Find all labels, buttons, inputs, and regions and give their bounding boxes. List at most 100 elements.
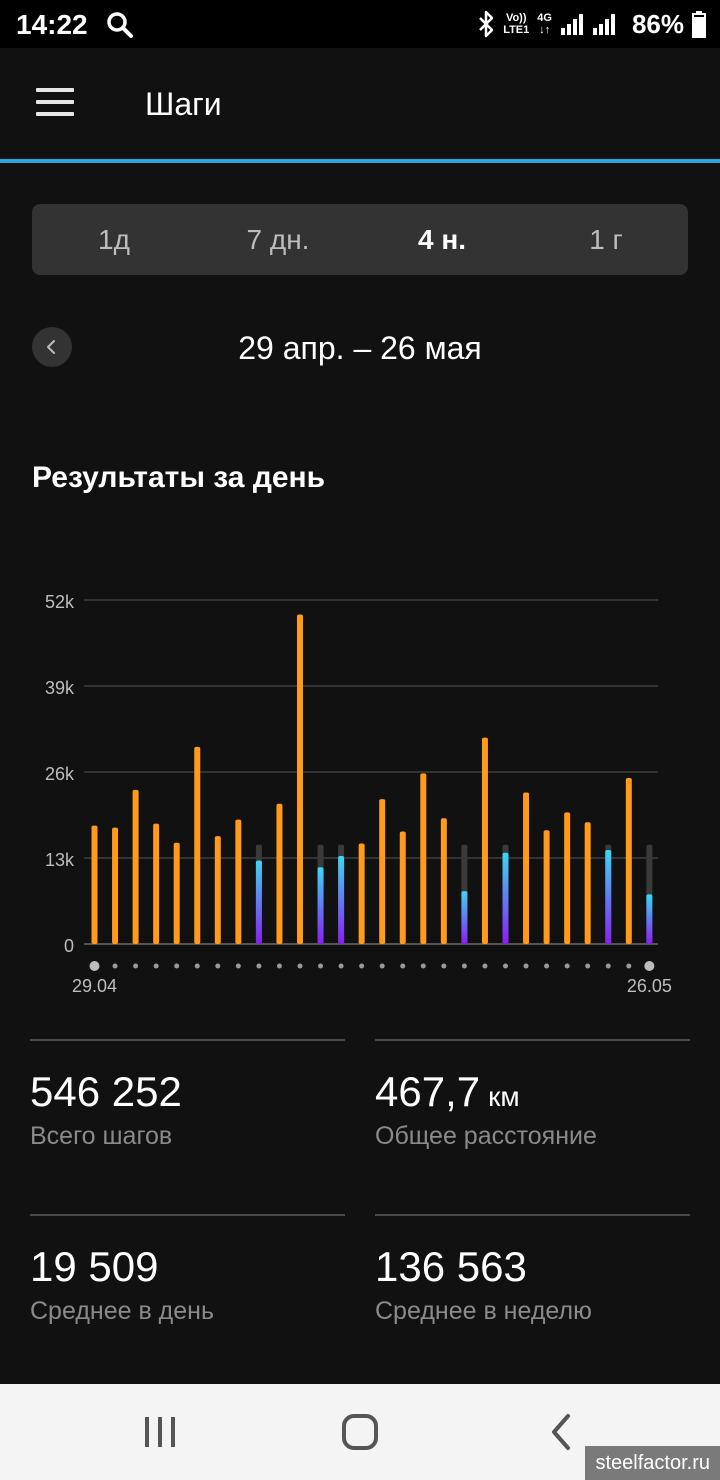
bar-goal-met xyxy=(543,830,550,944)
x-tick-dot xyxy=(482,963,488,969)
stat-label: Среднее в день xyxy=(30,1297,215,1325)
bar-goal-met xyxy=(399,831,406,944)
x-tick-dot xyxy=(112,963,118,969)
page-title: Шаги xyxy=(145,86,222,122)
date-range: 29 апр. – 26 мая xyxy=(238,330,482,366)
x-tick-dot xyxy=(503,963,508,969)
battery-icon xyxy=(692,11,706,38)
stat-value: 136 563 xyxy=(375,1243,527,1290)
y-tick-label: 52k xyxy=(45,592,75,612)
bar-below-goal xyxy=(646,894,653,944)
x-tick-dot xyxy=(420,963,426,969)
stat-value: 19 509 xyxy=(30,1243,159,1290)
stat-divider xyxy=(375,1039,690,1041)
x-tick-dot xyxy=(194,963,200,969)
stat-value: 467,7 км xyxy=(375,1068,520,1115)
x-end-label: 26.05 xyxy=(627,976,672,996)
watermark: steelfactor.ru xyxy=(585,1446,720,1480)
stat-total-distance: 467,7 км Общее расстояние xyxy=(375,1039,690,1151)
bar-goal-met xyxy=(153,823,160,944)
bar-below-goal xyxy=(605,850,612,944)
x-start-label: 29.04 xyxy=(72,976,117,996)
bar-goal-met xyxy=(214,836,221,944)
x-tick-dot xyxy=(153,963,159,969)
y-tick-label: 13k xyxy=(45,850,75,870)
x-tick-dot xyxy=(461,963,467,969)
bar-below-goal xyxy=(255,860,262,944)
app-bar: Шаги xyxy=(0,48,720,160)
stat-weekly-average: 136 563 Среднее в неделю xyxy=(375,1214,690,1326)
status-time: 14:22 xyxy=(16,9,88,40)
x-tick-dot xyxy=(441,963,447,969)
bar-goal-met xyxy=(173,842,180,944)
stat-label: Всего шагов xyxy=(30,1122,173,1150)
stat-divider xyxy=(30,1039,345,1041)
x-tick-dot xyxy=(626,963,632,969)
bar-goal-met xyxy=(91,825,98,944)
x-tick-dot xyxy=(585,963,591,969)
tab-1d[interactable]: 1д xyxy=(98,223,130,255)
tab-4w[interactable]: 4 н. xyxy=(417,223,467,255)
bar-goal-met xyxy=(523,792,530,944)
stat-total-steps: 546 252 Всего шагов xyxy=(30,1039,345,1151)
x-tick-dot xyxy=(215,963,221,969)
status-icons: Vo)) LTE1 4G ↓↑ 86% xyxy=(477,8,706,40)
hamburger-icon[interactable] xyxy=(36,88,76,118)
x-tick-dot xyxy=(644,961,655,971)
home-icon[interactable] xyxy=(340,1412,380,1452)
tab-1y[interactable]: 1 г xyxy=(589,223,623,255)
bar-below-goal xyxy=(461,891,468,944)
signal-icon xyxy=(592,14,615,35)
stat-divider xyxy=(375,1214,690,1216)
x-tick-dot xyxy=(400,963,406,969)
app-bar-accent-line xyxy=(0,159,720,163)
x-tick-dot xyxy=(89,961,100,971)
x-tick-dot xyxy=(318,963,324,969)
bar-goal-met xyxy=(112,827,119,944)
chart-title: Результаты за день xyxy=(32,461,326,494)
volte-indicator: Vo)) LTE1 xyxy=(503,12,530,36)
signal-icon xyxy=(560,14,583,35)
x-tick-dot xyxy=(133,963,139,969)
bar-goal-met xyxy=(235,819,242,944)
x-tick-dot xyxy=(276,963,282,969)
bar-goal-met xyxy=(584,822,591,944)
x-tick-dot xyxy=(297,963,303,969)
bar-below-goal xyxy=(338,856,345,944)
x-tick-dot xyxy=(235,963,241,969)
x-tick-dot xyxy=(605,963,611,969)
bar-goal-met xyxy=(625,777,632,944)
stat-unit: км xyxy=(488,1081,520,1112)
x-tick-dot xyxy=(174,963,180,969)
chevron-left-icon xyxy=(47,340,55,354)
bar-goal-met xyxy=(358,843,365,944)
search-icon xyxy=(107,12,133,38)
network-type-indicator: 4G ↓↑ xyxy=(537,12,552,36)
bar-below-goal xyxy=(502,852,509,944)
bar-goal-met xyxy=(379,799,386,944)
bar-below-goal xyxy=(317,867,324,944)
status-bar: 14:22 Vo)) LTE1 4G ↓↑ 86% xyxy=(0,0,720,48)
y-tick-label: 39k xyxy=(45,678,75,698)
bar-goal-met xyxy=(297,614,303,944)
bar-goal-met xyxy=(194,746,201,944)
x-tick-dot xyxy=(544,963,550,969)
x-tick-dot xyxy=(256,963,262,969)
recent-apps-icon[interactable] xyxy=(140,1412,180,1452)
stat-label: Среднее в неделю xyxy=(375,1297,592,1325)
bar-goal-met xyxy=(564,812,571,944)
daily-steps-chart: 0 13k 26k 39k 52k 29.04 26.05 xyxy=(45,592,672,996)
previous-period-button[interactable] xyxy=(32,327,72,367)
system-nav-bar: steelfactor.ru xyxy=(0,1384,720,1480)
tab-7d[interactable]: 7 дн. xyxy=(246,223,310,255)
bar-goal-met xyxy=(440,818,447,944)
stat-value: 546 252 xyxy=(30,1068,182,1115)
x-tick-dot xyxy=(338,963,344,969)
bar-goal-met xyxy=(132,789,139,944)
x-tick-dot xyxy=(359,963,365,969)
stat-label: Общее расстояние xyxy=(375,1122,597,1150)
bar-goal-met xyxy=(420,773,427,944)
battery-level: 86% xyxy=(631,8,684,39)
x-tick-dot xyxy=(379,963,385,969)
back-icon[interactable] xyxy=(542,1412,582,1452)
